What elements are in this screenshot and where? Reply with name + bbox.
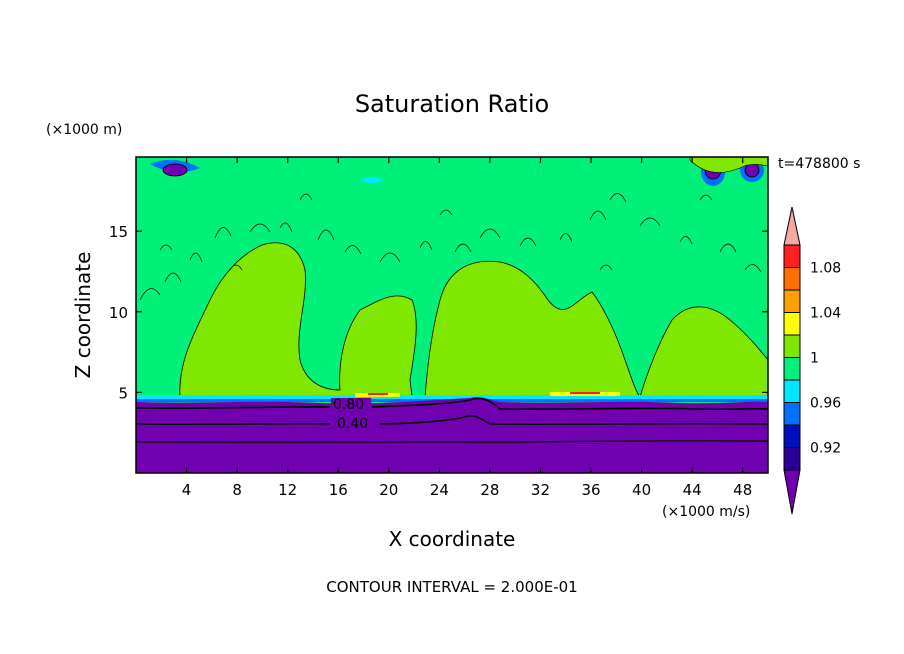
colorbar-swatch	[783, 402, 801, 426]
x-tick-label: 48	[733, 481, 752, 499]
y-tick-label: 10	[109, 304, 128, 322]
colorbar-swatch	[783, 424, 801, 448]
time-label: t=478800 s	[778, 156, 860, 172]
contour-interval-note: CONTOUR INTERVAL = 2.000E-01	[326, 578, 577, 596]
colorbar-swatch	[783, 447, 801, 471]
supersat-region-left	[179, 242, 417, 398]
colorbar-swatch	[783, 379, 801, 403]
plot-frame	[135, 156, 769, 474]
colorbar-swatch	[783, 289, 801, 313]
colorbar-label: 1.04	[810, 306, 841, 322]
contour-040	[136, 414, 768, 426]
x-units-label: (×1000 m/s)	[662, 504, 750, 520]
contour-low	[136, 440, 768, 443]
x-tick-label: 16	[329, 481, 348, 499]
colorbar-label: 1.08	[810, 261, 841, 277]
y-units-label: (×1000 m)	[46, 122, 122, 138]
dry-boundary-layer	[136, 397, 768, 473]
x-tick-label: 12	[278, 481, 297, 499]
chart-title: Saturation Ratio	[355, 90, 549, 118]
x-tick-label: 36	[581, 481, 600, 499]
plot-area	[136, 157, 768, 473]
y-tick-label: 15	[109, 223, 128, 241]
contour-label-080: 0.80	[333, 397, 364, 413]
x-tick-label: 32	[531, 481, 550, 499]
upper-dry-cell-left	[162, 163, 188, 177]
x-axis: 4 8 12 16 20 24 28 32 36 40 44 48	[182, 157, 752, 499]
y-axis-title: Z coordinate	[71, 252, 95, 379]
y-axis: 5 10 15	[109, 223, 768, 402]
upper-cyan-patch	[360, 177, 384, 183]
contour-080	[136, 397, 768, 411]
colorbar-label: 0.96	[810, 396, 841, 412]
contour-label-040: 0.40	[337, 416, 368, 432]
colorbar-swatch	[783, 334, 801, 358]
supersat-region-right	[639, 306, 768, 398]
colorbar-under-arrow	[783, 469, 801, 515]
colorbar-swatch	[783, 244, 801, 268]
y-tick-label: 5	[118, 384, 128, 402]
contour-label-bg-080	[331, 398, 371, 412]
x-tick-label: 4	[182, 481, 192, 499]
colorbar-label: 0.92	[810, 441, 841, 457]
x-tick-label: 40	[632, 481, 651, 499]
x-axis-title: X coordinate	[389, 527, 516, 551]
contour-label-bg-040	[333, 416, 379, 430]
supersat-streaks	[139, 193, 762, 301]
x-tick-label: 44	[683, 481, 702, 499]
x-tick-label: 8	[232, 481, 242, 499]
colorbar-swatch	[783, 267, 801, 291]
supersat-surface-red-2	[570, 392, 600, 394]
supersat-surface-red-1	[368, 393, 388, 395]
x-tick-label: 24	[430, 481, 449, 499]
colorbar-label: 1	[810, 351, 819, 367]
colorbar-swatch	[783, 312, 801, 336]
colorbar-swatch	[783, 357, 801, 381]
x-tick-label: 28	[480, 481, 499, 499]
transition-band-cyan	[136, 395, 768, 399]
x-tick-label: 20	[379, 481, 398, 499]
colorbar: 1.08 1.04 1 0.96 0.92	[783, 206, 841, 515]
supersat-region-mid	[424, 260, 641, 398]
colorbar-over-arrow	[783, 206, 801, 246]
